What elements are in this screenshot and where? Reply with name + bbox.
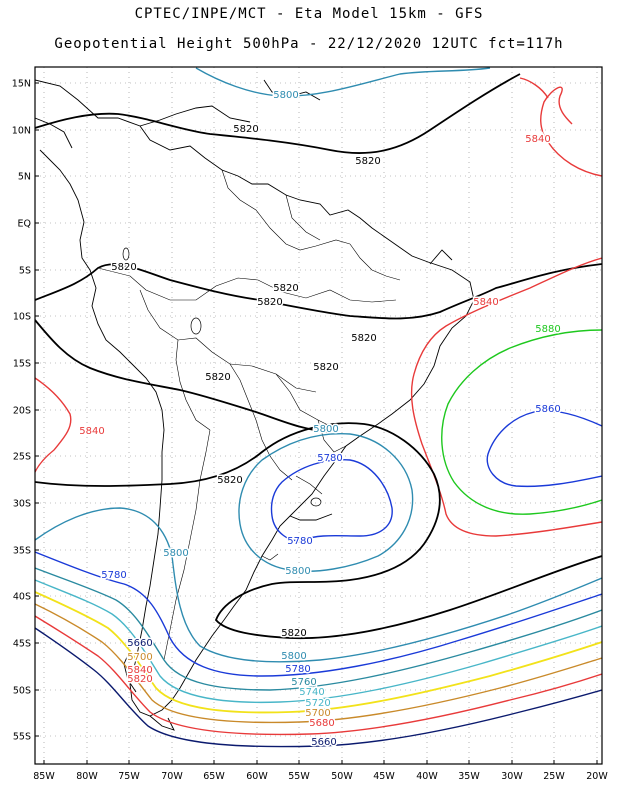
lon-tick-label: 80W xyxy=(76,771,98,782)
contour-label: 5840 xyxy=(525,134,550,145)
contour-5820-loop xyxy=(35,319,331,433)
contour-5840-east xyxy=(410,257,602,537)
contour-5840-ne-dup xyxy=(519,77,549,99)
lat-tick-label: 50S xyxy=(13,686,31,697)
country-borders xyxy=(97,169,401,661)
contour-label: 5740 xyxy=(299,687,324,698)
contour-label: 5820 xyxy=(205,372,230,383)
contour-5700 xyxy=(35,603,602,724)
contour-label: 5800 xyxy=(281,651,306,662)
contour-5860-high xyxy=(486,410,602,488)
contour-label: 5820 xyxy=(313,362,338,373)
contour-5680 xyxy=(35,615,602,736)
contour-label: 5720 xyxy=(305,698,330,709)
contour-5840-ne xyxy=(540,86,602,177)
contour-label: 5820 xyxy=(257,297,282,308)
lon-tick-label: 30W xyxy=(501,771,523,782)
lat-tick-label: 35S xyxy=(13,546,31,557)
contour-5760 xyxy=(35,567,602,691)
contour-label: 5840 xyxy=(79,426,104,437)
lon-tick-label: 70W xyxy=(161,771,183,782)
plot-area xyxy=(35,67,602,764)
contour-label: 5780 xyxy=(285,664,310,675)
contour-5780-sw xyxy=(35,551,602,677)
contour-5800-sw xyxy=(35,507,602,663)
contour-label: 5780 xyxy=(287,536,312,547)
lon-tick-label: 45W xyxy=(373,771,395,782)
contour-label: 5840 xyxy=(473,297,498,308)
lat-tick-label: 5N xyxy=(18,172,31,183)
lon-tick-label: 25W xyxy=(543,771,565,782)
contour-label: 5860 xyxy=(535,404,560,415)
lat-tick-label: 15N xyxy=(12,79,31,90)
contour-label: 5820 xyxy=(217,475,242,486)
latitude-tick-labels: 15N 10N 5N EQ 5S 10S 15S 20S 25S 30S 35S 40S 45S 50S 5… xyxy=(12,79,39,743)
lat-tick-label: 10N xyxy=(12,126,31,137)
lon-tick-label: 65W xyxy=(203,771,225,782)
contour-label: 5680 xyxy=(309,718,334,729)
contour-label: 5700 xyxy=(305,708,330,719)
lon-tick-label: 85W xyxy=(33,771,55,782)
map-subtitle: Geopotential Height 500hPa - 22/12/2020 … xyxy=(54,36,564,52)
contour-label: 5880 xyxy=(535,324,560,335)
contour-label: 5820 xyxy=(127,674,152,685)
contour-label: 5820 xyxy=(273,283,298,294)
lon-tick-label: 35W xyxy=(458,771,480,782)
contour-5660 xyxy=(35,627,602,748)
lat-tick-label: 10S xyxy=(13,312,31,323)
plot-frame xyxy=(34,66,603,765)
contour-label: 5820 xyxy=(281,628,306,639)
contour-label: 5820 xyxy=(233,124,258,135)
contour-5780-low xyxy=(270,459,393,542)
contour-label: 5800 xyxy=(285,566,310,577)
contour-label: 5660 xyxy=(311,737,336,748)
contour-5720 xyxy=(35,591,602,714)
contour-5880-high xyxy=(441,329,602,515)
lat-lon-grid xyxy=(35,67,602,764)
lat-tick-label: 30S xyxy=(13,499,31,510)
lat-tick-label: 45S xyxy=(13,639,31,650)
lon-tick-label: 20W xyxy=(586,771,608,782)
contour-label: 5820 xyxy=(355,156,380,167)
contour-label: 5780 xyxy=(101,570,126,581)
contour-label: 5700 xyxy=(127,652,152,663)
contour-label: 5820 xyxy=(351,333,376,344)
contour-5820-north xyxy=(35,73,521,154)
lon-tick-label: 60W xyxy=(246,771,268,782)
contour-label: 5780 xyxy=(317,453,342,464)
contour-label: 5760 xyxy=(291,677,316,688)
contour-5800-north xyxy=(195,67,491,97)
lat-tick-label: 5S xyxy=(19,266,31,277)
longitude-tick-labels: 85W 80W 75W 70W 65W 60W 55W 50W 45W 40W 35W 30W 25W 2… xyxy=(33,760,608,782)
lat-tick-label: 15S xyxy=(13,359,31,370)
contour-label: 5800 xyxy=(273,90,298,101)
map-title: CPTEC/INPE/MCT - Eta Model 15km - GFS xyxy=(134,6,484,22)
lakes xyxy=(122,247,322,507)
lat-tick-label: 40S xyxy=(13,592,31,603)
lon-tick-label: 75W xyxy=(118,771,140,782)
lat-tick-label: EQ xyxy=(18,219,31,230)
contour-5840-west xyxy=(35,377,72,473)
contour-5820-sw xyxy=(35,422,602,640)
contour-label: 5840 xyxy=(127,665,152,676)
lon-tick-label: 50W xyxy=(331,771,353,782)
contour-label: 5660 xyxy=(127,638,152,649)
contour-5740 xyxy=(35,579,602,704)
lat-tick-label: 20S xyxy=(13,406,31,417)
lon-tick-label: 55W xyxy=(288,771,310,782)
contour-5800-low xyxy=(238,433,414,572)
contour-5820-main xyxy=(35,263,602,320)
contour-label: 5820 xyxy=(111,262,136,273)
lon-tick-label: 40W xyxy=(416,771,438,782)
contour-label: 5800 xyxy=(163,548,188,559)
lat-tick-label: 55S xyxy=(13,732,31,743)
lat-tick-label: 25S xyxy=(13,452,31,463)
contour-label: 5800 xyxy=(313,424,338,435)
